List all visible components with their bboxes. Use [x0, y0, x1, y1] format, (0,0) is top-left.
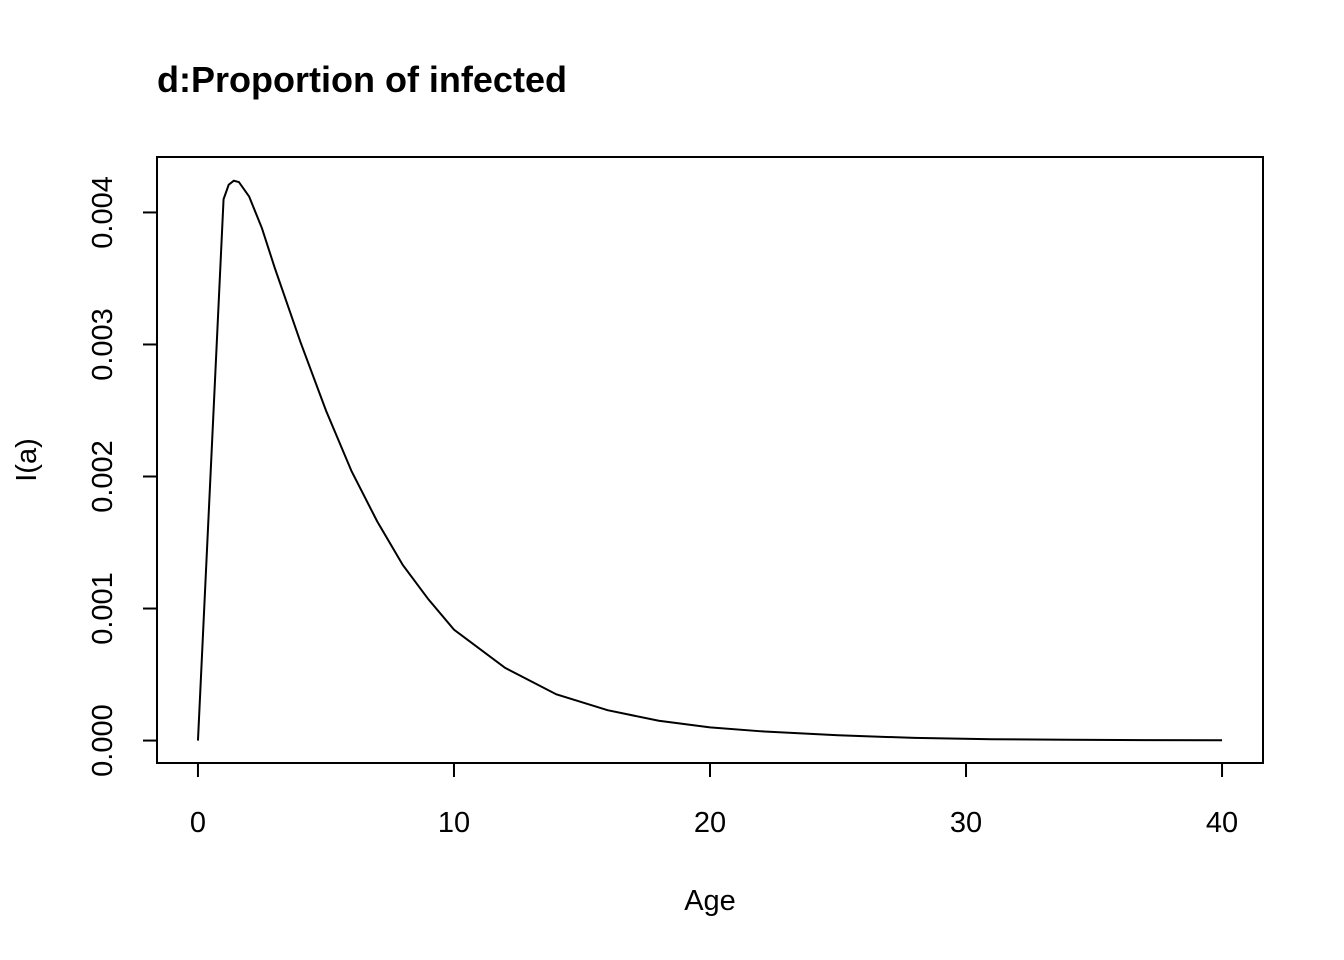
y-tick-label: 0.000	[87, 704, 119, 777]
x-tick-label: 20	[694, 807, 726, 839]
x-tick-label: 40	[1206, 807, 1238, 839]
series-line	[196, 179, 1223, 742]
x-tick-label: 30	[950, 807, 982, 839]
x-tick-label: 0	[190, 807, 206, 839]
y-tick-label: 0.001	[87, 572, 119, 645]
y-tick-label: 0.003	[87, 308, 119, 381]
y-axis-label: I(a)	[11, 438, 43, 482]
x-axis-label: Age	[684, 885, 736, 917]
y-tick-label: 0.002	[87, 440, 119, 513]
x-axis: 0 10 20 30 40	[190, 762, 1238, 839]
y-axis: 0.000 0.001 0.002 0.003 0.004	[87, 176, 158, 777]
y-tick-label: 0.004	[87, 176, 119, 249]
x-tick-label: 10	[438, 807, 470, 839]
plot-frame	[156, 156, 1264, 764]
chart-title: d:Proportion of infected	[157, 59, 567, 100]
